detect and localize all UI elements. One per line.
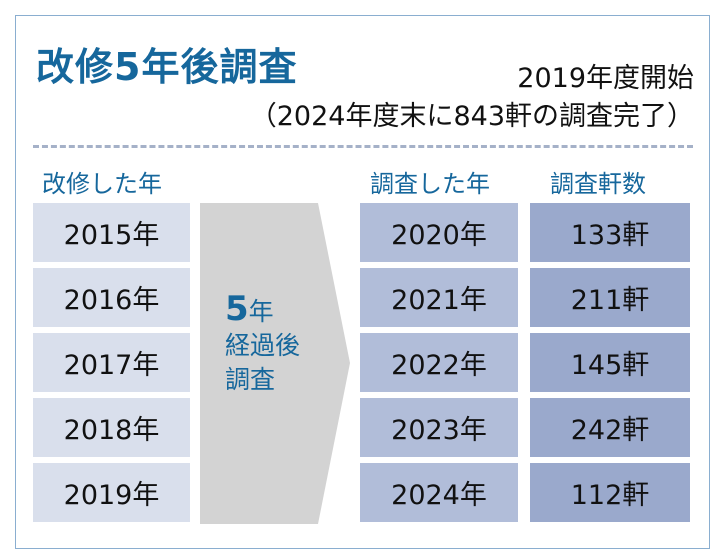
cell-renovated: 2018年: [33, 398, 190, 457]
cell-renovated: 2015年: [33, 203, 190, 262]
arrow-unit: 年: [248, 297, 274, 326]
cell-surveyed: 2023年: [360, 398, 518, 457]
cell-count: 112軒: [530, 463, 690, 522]
arrow-line2: 経過後: [225, 331, 301, 360]
cell-count: 145軒: [530, 333, 690, 392]
note: （2024年度末に843軒の調査完了）: [249, 101, 694, 132]
header-surveyed: 調査した年: [370, 170, 490, 198]
cell-surveyed: 2022年: [360, 333, 518, 392]
cell-surveyed: 2020年: [360, 203, 518, 262]
infographic-frame: [15, 15, 710, 549]
header-renovated: 改修した年: [42, 170, 162, 198]
title: 改修5年後調査: [36, 45, 298, 89]
divider: [33, 145, 693, 148]
header-count: 調査軒数: [550, 170, 646, 198]
arrow-shape: [200, 203, 350, 524]
cell-surveyed: 2024年: [360, 463, 518, 522]
arrow-line3: 調査: [225, 365, 276, 394]
cell-renovated: 2019年: [33, 463, 190, 522]
cell-renovated: 2016年: [33, 268, 190, 327]
cell-count: 242軒: [530, 398, 690, 457]
subtitle: 2019年度開始: [517, 63, 694, 94]
cell-count: 211軒: [530, 268, 690, 327]
cell-count: 133軒: [530, 203, 690, 262]
cell-renovated: 2017年: [33, 333, 190, 392]
arrow-number: 5: [225, 289, 249, 329]
arrow-label: 5年 経過後 調査: [225, 292, 335, 397]
cell-surveyed: 2021年: [360, 268, 518, 327]
